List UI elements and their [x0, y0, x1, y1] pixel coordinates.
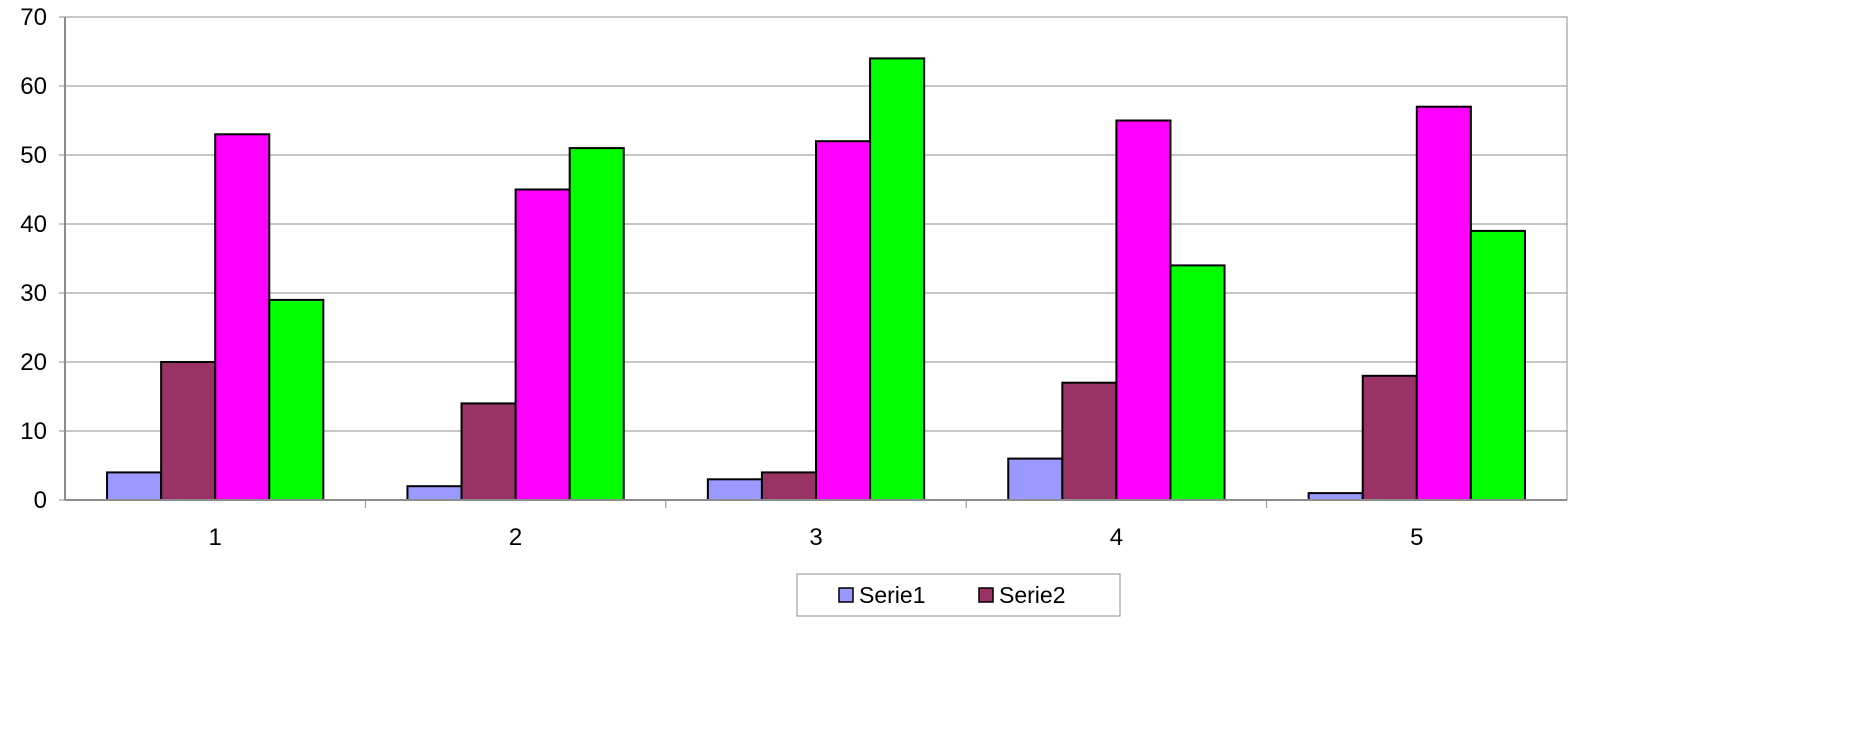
x-tick-label: 3: [809, 524, 822, 551]
y-tick-label: 20: [20, 349, 47, 376]
bar: [1061, 381, 1118, 502]
y-tick-label: 30: [20, 280, 47, 307]
bar: [1361, 374, 1418, 501]
bar: [1469, 229, 1526, 501]
y-tick-label: 70: [20, 4, 47, 31]
bar: [1007, 457, 1064, 502]
y-tick-labels: 0 10 20 30 40 50 60 70: [20, 4, 47, 514]
bar: [706, 478, 763, 501]
bar: [460, 402, 517, 501]
y-tick-label: 60: [20, 73, 47, 100]
y-tick-label: 40: [20, 211, 47, 238]
legend-box: [796, 573, 1121, 617]
bar: [1169, 264, 1226, 501]
bar: [568, 147, 625, 501]
bar: [760, 471, 817, 501]
x-tick-labels: 1 2 3 4 5: [209, 524, 1424, 551]
y-tick-label: 0: [34, 487, 47, 514]
x-tick-label: 5: [1410, 524, 1423, 551]
bar: [106, 471, 163, 501]
y-tick-label: 10: [20, 418, 47, 445]
bar: [514, 188, 571, 501]
legend-label: Serie2: [999, 582, 1065, 608]
x-tick-label: 1: [209, 524, 222, 551]
bar: [1307, 492, 1364, 502]
legend-label: Serie1: [859, 582, 925, 608]
bar: [406, 485, 463, 502]
bar: [268, 298, 325, 501]
axes: [59, 16, 1568, 508]
bar: [815, 140, 872, 501]
bar: [160, 361, 217, 501]
bar: [1115, 119, 1172, 501]
bar: [214, 133, 271, 502]
x-tick-label: 4: [1110, 524, 1123, 551]
legend-swatch: [838, 587, 854, 603]
x-tick-label: 2: [509, 524, 522, 551]
bar: [869, 57, 926, 502]
y-tick-label: 50: [20, 142, 47, 169]
legend: Serie1 Serie2: [796, 573, 1121, 617]
bar: [1415, 105, 1472, 501]
legend-swatch: [978, 587, 994, 603]
